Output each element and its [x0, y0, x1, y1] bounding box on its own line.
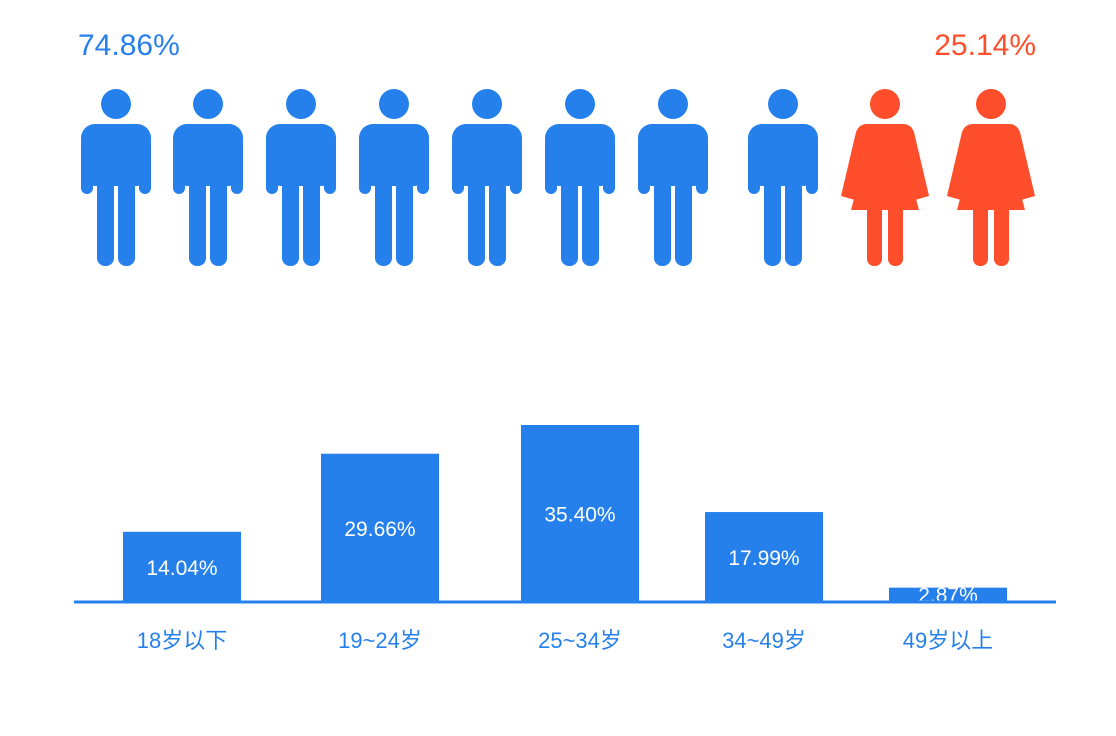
bar-value-label: 14.04% — [146, 557, 217, 580]
category-label: 19~24岁 — [338, 628, 422, 653]
category-label: 18岁以下 — [137, 628, 227, 653]
category-label: 25~34岁 — [538, 628, 622, 653]
bar — [521, 425, 639, 602]
bar-value-label: 17.99% — [728, 547, 799, 570]
bar — [889, 587, 1007, 602]
bar — [123, 531, 241, 602]
bar-value-label: 29.66% — [344, 518, 415, 541]
bar — [705, 512, 823, 602]
bar-value-label: 35.40% — [544, 504, 615, 527]
category-label: 49岁以上 — [903, 628, 993, 653]
bar — [321, 453, 439, 602]
male-percent-label: 74.86% — [78, 29, 180, 62]
female-percent-label: 25.14% — [934, 29, 1036, 62]
category-label: 34~49岁 — [722, 628, 806, 653]
